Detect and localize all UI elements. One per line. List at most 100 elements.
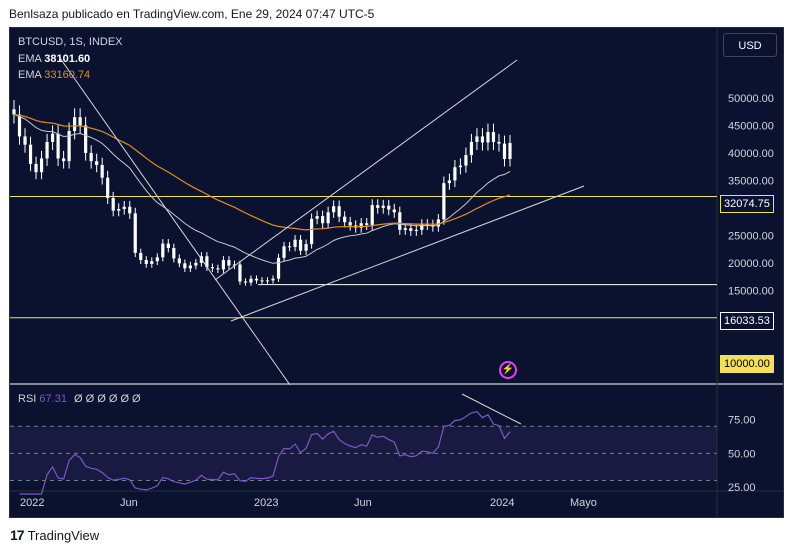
candle-body <box>304 244 308 251</box>
currency-label: USD <box>738 40 762 52</box>
rsi-axis-tick: 50.00 <box>728 448 756 460</box>
candle-body <box>260 280 264 282</box>
candle-body <box>144 260 148 264</box>
candle-body <box>414 229 418 231</box>
lightning-icon[interactable]: ⚡ <box>499 361 517 379</box>
time-axis-tick: Jun <box>120 497 138 509</box>
rsi-divergence-line <box>461 393 522 425</box>
candle-body <box>287 246 292 248</box>
price-tag-16033: 16033.53 <box>720 312 774 330</box>
candle-body <box>337 206 341 217</box>
candle-body <box>332 206 336 213</box>
candle-body <box>293 239 297 247</box>
candle-body <box>194 262 198 266</box>
tradingview-logo-text: TradingView <box>27 527 100 543</box>
publisher-header: Benlsaza publicado en TradingView.com, E… <box>9 7 375 21</box>
time-axis-tick: 2022 <box>20 497 44 509</box>
ema-fast-label: EMA <box>18 53 42 65</box>
candle-body <box>210 267 214 269</box>
candle-body <box>447 180 451 184</box>
ema-fast-legend: EMA 38101.60 <box>18 53 90 65</box>
rsi-axis-tick: 25.00 <box>728 482 756 494</box>
ema-fast-line <box>13 114 511 264</box>
candle-body <box>276 257 281 279</box>
candle-body <box>442 183 446 220</box>
candle-body <box>166 243 170 248</box>
candle-body <box>502 143 507 159</box>
candle-body <box>17 114 22 137</box>
price-axis-tick: 40000.00 <box>728 148 774 160</box>
candle-body <box>343 216 347 223</box>
time-axis-tick: Jun <box>354 497 372 509</box>
candle-body <box>232 264 237 266</box>
candle-body <box>480 136 485 143</box>
candle-body <box>486 132 490 143</box>
candle-body <box>271 278 275 281</box>
rsi-value: 67.31 <box>39 393 67 405</box>
tradingview-logo[interactable]: 17 TradingView <box>10 527 99 543</box>
chart-canvas[interactable]: 50000.0045000.0040000.0035000.0030000.00… <box>10 28 784 518</box>
candle-body <box>403 228 407 230</box>
candle-body <box>221 260 226 270</box>
candle-body <box>365 223 369 225</box>
time-axis-tick: Mayo <box>570 497 597 509</box>
candle-body <box>216 268 220 270</box>
candle-body <box>62 158 66 162</box>
candle-body <box>73 117 77 131</box>
channel-upper-trendline <box>214 59 518 281</box>
candle-body <box>420 224 424 230</box>
price-axis-tick: 20000.00 <box>728 258 774 270</box>
candle-body <box>50 133 55 142</box>
chart-frame[interactable]: 50000.0045000.0040000.0035000.0030000.00… <box>9 27 784 518</box>
down-trendline <box>59 57 291 386</box>
candle-body <box>161 243 165 258</box>
candle-body <box>298 239 303 251</box>
candle-body <box>106 177 110 198</box>
candle-body <box>453 167 457 181</box>
candle-body <box>398 212 402 230</box>
candle-body <box>56 133 60 159</box>
candle-body <box>475 136 479 142</box>
candle-body <box>128 206 132 214</box>
candle-body <box>227 260 231 266</box>
candle-body <box>409 228 413 231</box>
candle-body <box>78 117 82 126</box>
candle-body <box>183 263 187 269</box>
candle-body <box>348 222 352 226</box>
ema-slow-legend: EMA 33160.74 <box>18 69 90 81</box>
candle-body <box>376 205 380 208</box>
candle-body <box>464 155 468 166</box>
candle-body <box>100 165 104 178</box>
candle-body <box>12 109 16 115</box>
candle-body <box>321 216 325 224</box>
candle-body <box>265 280 270 282</box>
candle-body <box>381 205 385 208</box>
candle-body <box>84 125 88 153</box>
price-tag-32074: 32074.75 <box>720 195 774 213</box>
price-axis-tick: 50000.00 <box>728 93 774 105</box>
candle-body <box>436 219 440 227</box>
rsi-line <box>19 410 511 495</box>
rsi-label: RSI <box>18 393 37 405</box>
candle-body <box>67 130 71 162</box>
candle-body <box>249 278 253 283</box>
time-axis-tick: 2023 <box>254 497 278 509</box>
price-axis-tick: 25000.00 <box>728 230 774 242</box>
candle-body <box>310 218 314 245</box>
ema-slow-line <box>13 113 511 231</box>
candle-body <box>315 216 319 219</box>
candle-body <box>243 281 248 283</box>
symbol-label: BTCUSD, 1S, INDEX <box>18 36 123 48</box>
candle-body <box>282 246 286 258</box>
candle-body <box>497 141 501 144</box>
candle-body <box>139 252 143 261</box>
candle-body <box>387 205 391 210</box>
rsi-extra: Ø Ø Ø Ø Ø Ø <box>74 393 141 405</box>
candle-body <box>508 143 512 159</box>
candle-body <box>89 152 93 162</box>
candle-body <box>122 206 126 209</box>
ema-slow-value: 33160.74 <box>44 69 91 81</box>
candle-body <box>205 256 209 268</box>
rsi-axis-tick: 75.00 <box>728 415 756 427</box>
currency-button[interactable]: USD <box>723 33 777 57</box>
